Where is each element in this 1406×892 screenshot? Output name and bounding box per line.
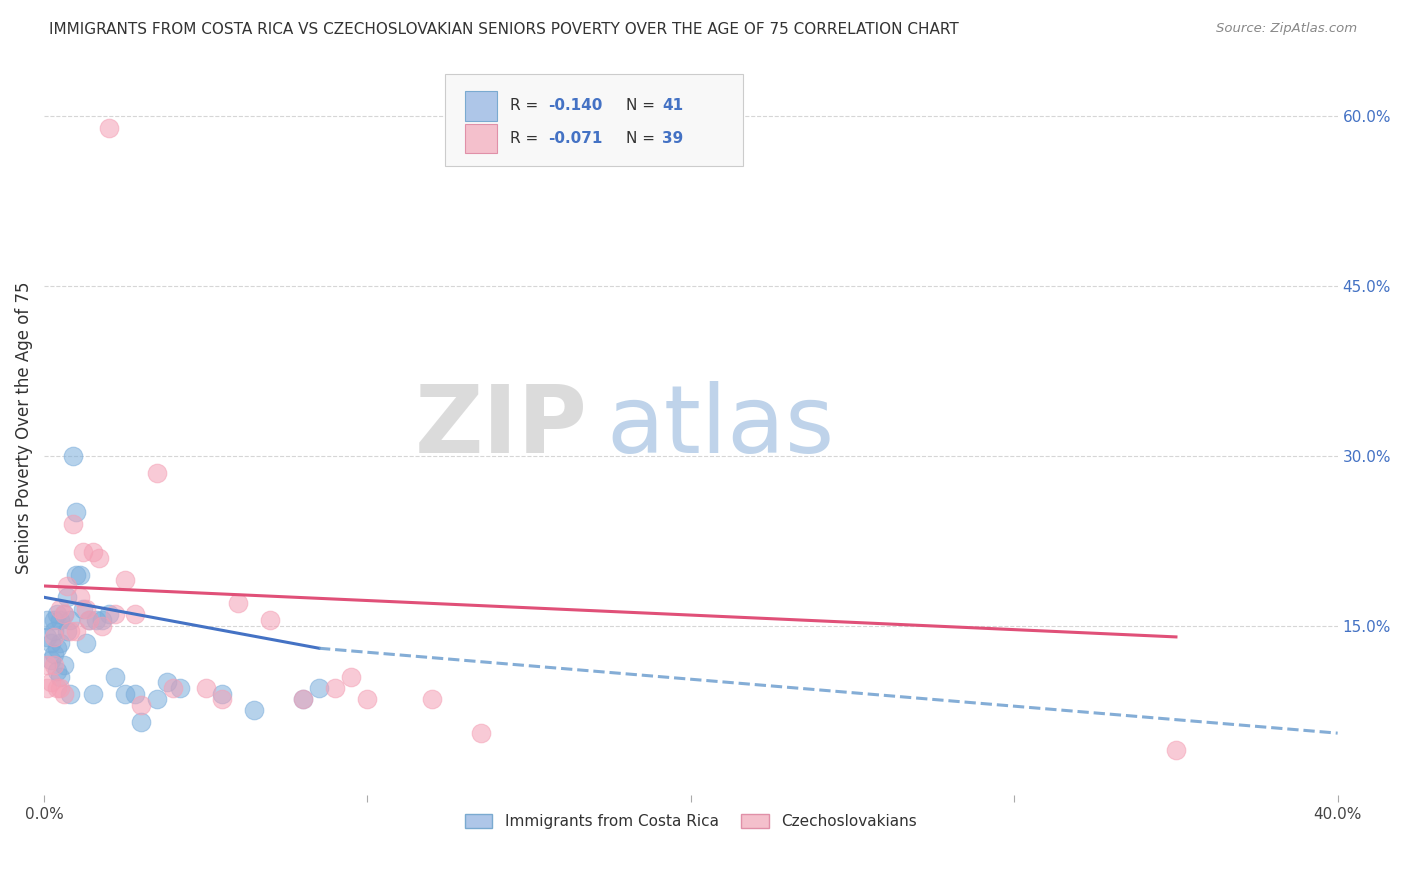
Text: -0.140: -0.140: [548, 98, 603, 113]
Point: [65, 505, 87, 519]
Text: R =: R =: [510, 98, 543, 113]
Point: [69, 591, 91, 605]
Point: [323, 681, 346, 695]
Point: [146, 692, 169, 706]
Text: -0.071: -0.071: [548, 131, 603, 145]
Point: [91, 613, 114, 627]
Point: [97, 120, 120, 135]
FancyBboxPatch shape: [464, 91, 496, 120]
Point: [39, 675, 62, 690]
Point: [49, 601, 72, 615]
Point: [226, 596, 249, 610]
Point: [62, 449, 84, 463]
Point: [52, 607, 75, 622]
Point: [420, 692, 443, 706]
Point: [124, 607, 146, 622]
Point: [37, 630, 59, 644]
Point: [39, 652, 62, 666]
Point: [211, 692, 233, 706]
Point: [55, 579, 77, 593]
Point: [114, 574, 136, 588]
Point: [37, 658, 59, 673]
Point: [162, 681, 184, 695]
Point: [69, 567, 91, 582]
Point: [42, 613, 65, 627]
Point: [62, 516, 84, 531]
Point: [75, 635, 97, 649]
Point: [52, 607, 75, 622]
Text: IMMIGRANTS FROM COSTA RICA VS CZECHOSLOVAKIAN SENIORS POVERTY OVER THE AGE OF 75: IMMIGRANTS FROM COSTA RICA VS CZECHOSLOV…: [49, 22, 959, 37]
Point: [46, 607, 69, 622]
Point: [42, 658, 65, 673]
Point: [87, 550, 110, 565]
Point: [55, 624, 77, 639]
Text: N =: N =: [626, 98, 659, 113]
Point: [49, 613, 72, 627]
Point: [37, 681, 59, 695]
Text: ZIP: ZIP: [415, 382, 588, 474]
Legend: Immigrants from Costa Rica, Czechoslovakians: Immigrants from Costa Rica, Czechoslovak…: [458, 808, 924, 836]
Point: [72, 601, 94, 615]
Point: [52, 658, 75, 673]
Point: [37, 613, 59, 627]
Point: [291, 692, 314, 706]
Point: [97, 607, 120, 622]
Point: [65, 624, 87, 639]
Point: [84, 613, 107, 627]
Point: [104, 607, 127, 622]
Point: [91, 618, 114, 632]
Point: [59, 624, 82, 639]
Point: [42, 630, 65, 644]
Point: [356, 692, 378, 706]
Point: [79, 613, 101, 627]
Point: [129, 714, 152, 729]
Point: [46, 664, 69, 678]
Point: [39, 635, 62, 649]
FancyBboxPatch shape: [446, 74, 742, 166]
Text: R =: R =: [510, 131, 543, 145]
Point: [46, 641, 69, 656]
Point: [49, 681, 72, 695]
Point: [82, 545, 104, 559]
Point: [291, 692, 314, 706]
Point: [259, 613, 281, 627]
Point: [124, 686, 146, 700]
Point: [146, 466, 169, 480]
Text: 41: 41: [662, 98, 683, 113]
FancyBboxPatch shape: [464, 124, 496, 153]
Point: [79, 613, 101, 627]
Point: [55, 591, 77, 605]
Point: [52, 686, 75, 700]
Text: 39: 39: [662, 131, 683, 145]
Point: [470, 726, 492, 740]
Point: [243, 704, 266, 718]
Point: [75, 601, 97, 615]
Point: [211, 686, 233, 700]
Point: [104, 669, 127, 683]
Point: [114, 686, 136, 700]
Point: [1164, 743, 1187, 757]
Point: [42, 624, 65, 639]
Point: [129, 698, 152, 712]
Point: [49, 635, 72, 649]
Point: [169, 681, 191, 695]
Point: [46, 681, 69, 695]
Point: [156, 675, 179, 690]
Point: [59, 613, 82, 627]
Point: [72, 545, 94, 559]
Point: [340, 669, 363, 683]
Point: [59, 686, 82, 700]
Text: Source: ZipAtlas.com: Source: ZipAtlas.com: [1216, 22, 1357, 36]
Text: N =: N =: [626, 131, 659, 145]
Point: [65, 567, 87, 582]
Point: [82, 686, 104, 700]
Point: [42, 647, 65, 661]
Point: [308, 681, 330, 695]
Point: [194, 681, 217, 695]
Point: [49, 669, 72, 683]
Y-axis label: Seniors Poverty Over the Age of 75: Seniors Poverty Over the Age of 75: [15, 281, 32, 574]
Text: atlas: atlas: [607, 382, 835, 474]
